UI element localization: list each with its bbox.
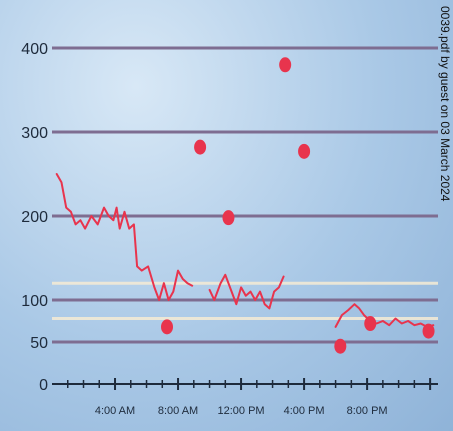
x-tick-label-12: 12:00 PM — [218, 405, 265, 417]
reading-point-3 — [279, 57, 292, 73]
series-0-segment-1 — [208, 273, 285, 310]
y-tick-label-50: 50 — [30, 335, 48, 352]
x-tick-label-4: 4:00 AM — [95, 405, 135, 417]
x-tick-label-16: 4:00 PM — [284, 405, 325, 417]
series-0-segment-2 — [334, 303, 435, 328]
reading-point-2 — [222, 210, 235, 226]
reading-point-4 — [298, 143, 311, 159]
reading-point-6 — [364, 316, 377, 332]
y-tick-label-400: 400 — [21, 41, 48, 58]
y-tick-label-100: 100 — [21, 293, 48, 310]
x-tick-label-8: 8:00 AM — [158, 405, 198, 417]
x-tick-label-20: 8:00 PM — [347, 405, 388, 417]
y-tick-label-0: 0 — [39, 377, 48, 394]
y-tick-label-200: 200 — [21, 209, 48, 226]
series-0-segment-0 — [55, 173, 194, 301]
reading-point-0 — [161, 319, 174, 335]
reading-point-1 — [194, 139, 207, 155]
reading-point-5 — [334, 338, 347, 354]
y-tick-label-300: 300 — [21, 125, 48, 142]
side-watermark-text: 0039.pdf by guest on 03 March 2024 — [438, 6, 452, 202]
reading-point-7 — [422, 323, 435, 339]
